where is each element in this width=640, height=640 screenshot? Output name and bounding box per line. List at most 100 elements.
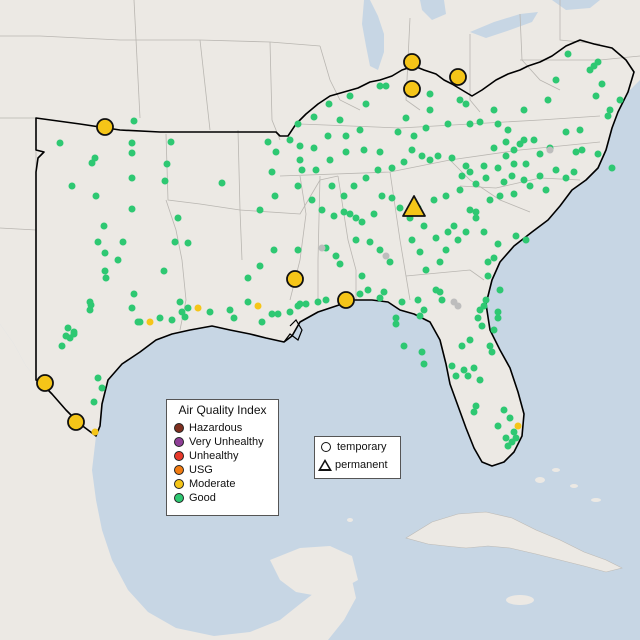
good-monitor-marker[interactable] (578, 146, 586, 154)
good-monitor-marker[interactable] (434, 152, 442, 160)
good-monitor-marker[interactable] (520, 106, 528, 114)
good-monitor-marker[interactable] (420, 306, 428, 314)
good-monitor-marker[interactable] (64, 324, 72, 332)
good-monitor-marker[interactable] (432, 286, 440, 294)
good-monitor-marker[interactable] (510, 146, 518, 154)
good-monitor-marker[interactable] (450, 222, 458, 230)
good-monitor-marker[interactable] (472, 208, 480, 216)
good-monitor-marker[interactable] (167, 138, 175, 146)
good-monitor-marker[interactable] (271, 192, 279, 200)
good-monitor-marker[interactable] (272, 148, 280, 156)
good-monitor-marker[interactable] (530, 136, 538, 144)
good-monitor-marker[interactable] (160, 267, 168, 275)
good-monitor-marker[interactable] (452, 372, 460, 380)
good-monitor-marker[interactable] (400, 342, 408, 350)
good-monitor-marker[interactable] (356, 126, 364, 134)
moderate-temporary-monitor-marker[interactable] (403, 53, 421, 71)
good-monitor-marker[interactable] (420, 360, 428, 368)
good-monitor-marker[interactable] (410, 132, 418, 140)
good-monitor-marker[interactable] (294, 246, 302, 254)
good-monitor-marker[interactable] (418, 348, 426, 356)
good-monitor-marker[interactable] (466, 336, 474, 344)
good-monitor-marker[interactable] (101, 267, 109, 275)
good-monitor-marker[interactable] (270, 246, 278, 254)
good-monitor-marker[interactable] (486, 342, 494, 350)
good-monitor-marker[interactable] (442, 192, 450, 200)
good-monitor-marker[interactable] (448, 154, 456, 162)
good-monitor-marker[interactable] (388, 194, 396, 202)
good-monitor-marker[interactable] (502, 138, 510, 146)
good-monitor-marker[interactable] (520, 176, 528, 184)
good-monitor-marker[interactable] (294, 120, 302, 128)
good-monitor-marker[interactable] (318, 206, 326, 214)
good-monitor-marker[interactable] (325, 100, 333, 108)
good-monitor-marker[interactable] (324, 132, 332, 140)
good-monitor-marker[interactable] (504, 126, 512, 134)
good-monitor-marker[interactable] (340, 208, 348, 216)
good-monitor-marker[interactable] (128, 174, 136, 182)
good-monitor-marker[interactable] (480, 228, 488, 236)
moderate-temporary-monitor-marker[interactable] (403, 80, 421, 98)
good-monitor-marker[interactable] (380, 288, 388, 296)
good-monitor-marker[interactable] (496, 192, 504, 200)
good-monitor-marker[interactable] (402, 114, 410, 122)
good-monitor-marker[interactable] (358, 218, 366, 226)
good-monitor-marker[interactable] (508, 172, 516, 180)
good-monitor-marker[interactable] (342, 148, 350, 156)
good-monitor-marker[interactable] (356, 290, 364, 298)
good-monitor-marker[interactable] (163, 160, 171, 168)
good-monitor-marker[interactable] (476, 118, 484, 126)
good-monitor-marker[interactable] (178, 308, 186, 316)
good-monitor-marker[interactable] (494, 422, 502, 430)
good-monitor-marker[interactable] (330, 212, 338, 220)
good-monitor-marker[interactable] (298, 166, 306, 174)
good-monitor-marker[interactable] (86, 298, 94, 306)
good-monitor-marker[interactable] (466, 206, 474, 214)
good-monitor-marker[interactable] (472, 214, 480, 222)
good-monitor-marker[interactable] (256, 206, 264, 214)
good-monitor-marker[interactable] (176, 298, 184, 306)
good-monitor-marker[interactable] (510, 190, 518, 198)
good-monitor-marker[interactable] (594, 58, 602, 66)
good-monitor-marker[interactable] (472, 402, 480, 410)
good-monitor-marker[interactable] (101, 249, 109, 257)
moderate-temporary-monitor-marker[interactable] (36, 374, 54, 392)
good-monitor-marker[interactable] (462, 162, 470, 170)
good-monitor-marker[interactable] (444, 228, 452, 236)
good-monitor-marker[interactable] (496, 286, 504, 294)
good-monitor-marker[interactable] (576, 126, 584, 134)
moderate-monitor-marker[interactable] (146, 318, 154, 326)
good-monitor-marker[interactable] (119, 238, 127, 246)
good-monitor-marker[interactable] (416, 312, 424, 320)
good-monitor-marker[interactable] (494, 314, 502, 322)
good-monitor-marker[interactable] (286, 136, 294, 144)
good-monitor-marker[interactable] (98, 384, 106, 392)
good-monitor-marker[interactable] (58, 342, 66, 350)
good-monitor-marker[interactable] (464, 372, 472, 380)
good-monitor-marker[interactable] (416, 248, 424, 256)
good-monitor-marker[interactable] (130, 290, 138, 298)
good-monitor-marker[interactable] (326, 156, 334, 164)
good-monitor-marker[interactable] (592, 92, 600, 100)
good-monitor-marker[interactable] (366, 238, 374, 246)
good-monitor-marker[interactable] (296, 142, 304, 150)
good-monitor-marker[interactable] (522, 160, 530, 168)
good-monitor-marker[interactable] (130, 117, 138, 125)
good-monitor-marker[interactable] (102, 274, 110, 282)
good-monitor-marker[interactable] (606, 106, 614, 114)
moderate-monitor-marker[interactable] (514, 422, 522, 430)
good-monitor-marker[interactable] (62, 332, 70, 340)
good-monitor-marker[interactable] (308, 196, 316, 204)
good-monitor-marker[interactable] (470, 408, 478, 416)
good-monitor-marker[interactable] (432, 234, 440, 242)
good-monitor-marker[interactable] (302, 300, 310, 308)
good-monitor-marker[interactable] (484, 272, 492, 280)
good-monitor-marker[interactable] (456, 186, 464, 194)
good-monitor-marker[interactable] (268, 310, 276, 318)
good-monitor-marker[interactable] (430, 196, 438, 204)
good-monitor-marker[interactable] (462, 100, 470, 108)
good-monitor-marker[interactable] (156, 314, 164, 322)
good-monitor-marker[interactable] (336, 260, 344, 268)
good-monitor-marker[interactable] (480, 162, 488, 170)
good-monitor-marker[interactable] (462, 228, 470, 236)
